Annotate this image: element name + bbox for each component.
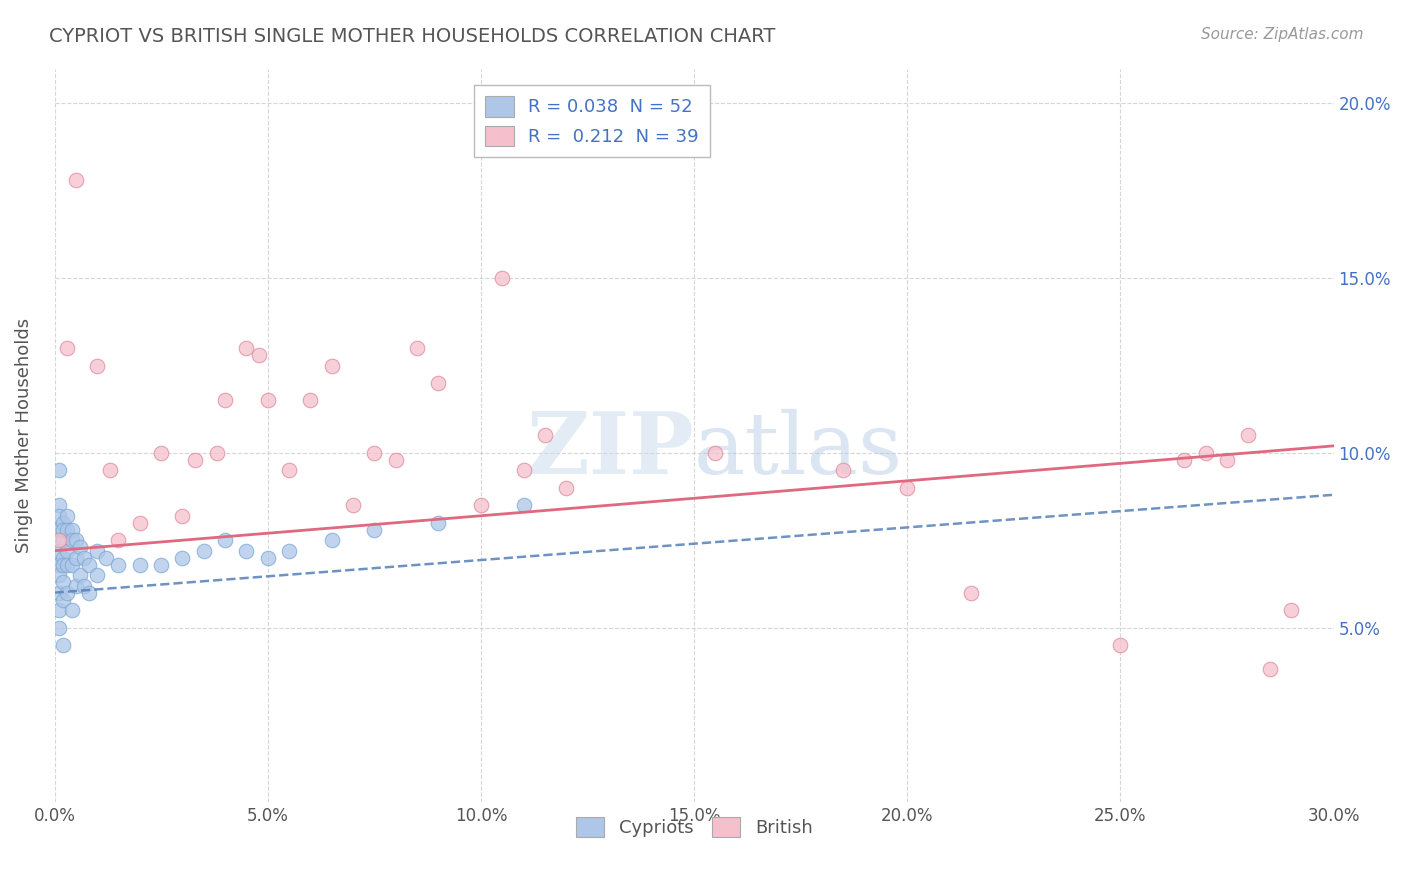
Point	[56, 341, 79, 355]
Point	[704, 446, 727, 460]
Point	[48, 621, 70, 635]
Point	[56, 558, 79, 572]
Point	[56, 523, 79, 537]
Point	[77, 585, 100, 599]
Point	[960, 585, 983, 599]
Point	[60, 603, 83, 617]
Point	[56, 543, 79, 558]
Point	[48, 585, 70, 599]
Point	[107, 533, 129, 548]
Point	[65, 550, 87, 565]
Point	[56, 508, 79, 523]
Point	[205, 446, 228, 460]
Point	[491, 271, 513, 285]
Point	[512, 463, 534, 477]
Point	[65, 533, 87, 548]
Text: CYPRIOT VS BRITISH SINGLE MOTHER HOUSEHOLDS CORRELATION CHART: CYPRIOT VS BRITISH SINGLE MOTHER HOUSEHO…	[49, 27, 776, 45]
Point	[52, 550, 75, 565]
Point	[214, 393, 236, 408]
Point	[48, 508, 70, 523]
Point	[86, 543, 108, 558]
Point	[342, 498, 364, 512]
Point	[427, 376, 450, 390]
Point	[48, 498, 70, 512]
Point	[321, 359, 343, 373]
Point	[470, 498, 492, 512]
Point	[363, 446, 385, 460]
Point	[52, 533, 75, 548]
Point	[150, 446, 173, 460]
Point	[235, 341, 257, 355]
Point	[52, 575, 75, 590]
Point	[48, 543, 70, 558]
Point	[299, 393, 322, 408]
Point	[172, 508, 194, 523]
Point	[60, 558, 83, 572]
Point	[128, 558, 150, 572]
Point	[427, 516, 450, 530]
Point	[1258, 663, 1281, 677]
Point	[321, 533, 343, 548]
Point	[52, 516, 75, 530]
Point	[406, 341, 429, 355]
Point	[235, 543, 257, 558]
Point	[48, 533, 70, 548]
Point	[94, 550, 117, 565]
Point	[278, 463, 301, 477]
Point	[48, 568, 70, 582]
Point	[98, 463, 121, 477]
Point	[86, 359, 108, 373]
Point	[184, 453, 207, 467]
Point	[1237, 428, 1260, 442]
Point	[1279, 603, 1302, 617]
Point	[256, 550, 278, 565]
Point	[896, 481, 918, 495]
Point	[60, 533, 83, 548]
Point	[73, 579, 96, 593]
Point	[86, 568, 108, 582]
Point	[278, 543, 301, 558]
Point	[69, 540, 91, 554]
Point	[150, 558, 173, 572]
Point	[193, 543, 215, 558]
Text: Source: ZipAtlas.com: Source: ZipAtlas.com	[1201, 27, 1364, 42]
Point	[52, 592, 75, 607]
Point	[214, 533, 236, 548]
Legend: Cypriots, British: Cypriots, British	[568, 809, 820, 845]
Text: atlas: atlas	[695, 409, 903, 491]
Point	[384, 453, 406, 467]
Point	[1195, 446, 1218, 460]
Point	[363, 523, 385, 537]
Point	[172, 550, 194, 565]
Point	[48, 603, 70, 617]
Point	[52, 638, 75, 652]
Point	[1109, 638, 1132, 652]
Point	[107, 558, 129, 572]
Point	[534, 428, 557, 442]
Point	[77, 558, 100, 572]
Point	[1173, 453, 1195, 467]
Point	[65, 173, 87, 187]
Point	[256, 393, 278, 408]
Point	[56, 585, 79, 599]
Point	[60, 523, 83, 537]
Point	[48, 523, 70, 537]
Point	[48, 463, 70, 477]
Point	[52, 558, 75, 572]
Point	[65, 579, 87, 593]
Point	[512, 498, 534, 512]
Point	[1216, 453, 1239, 467]
Point	[832, 463, 855, 477]
Point	[247, 348, 270, 362]
Point	[52, 523, 75, 537]
Point	[69, 568, 91, 582]
Point	[128, 516, 150, 530]
Point	[48, 558, 70, 572]
Point	[555, 481, 578, 495]
Point	[73, 550, 96, 565]
Y-axis label: Single Mother Households: Single Mother Households	[15, 318, 32, 553]
Text: ZIP: ZIP	[526, 408, 695, 492]
